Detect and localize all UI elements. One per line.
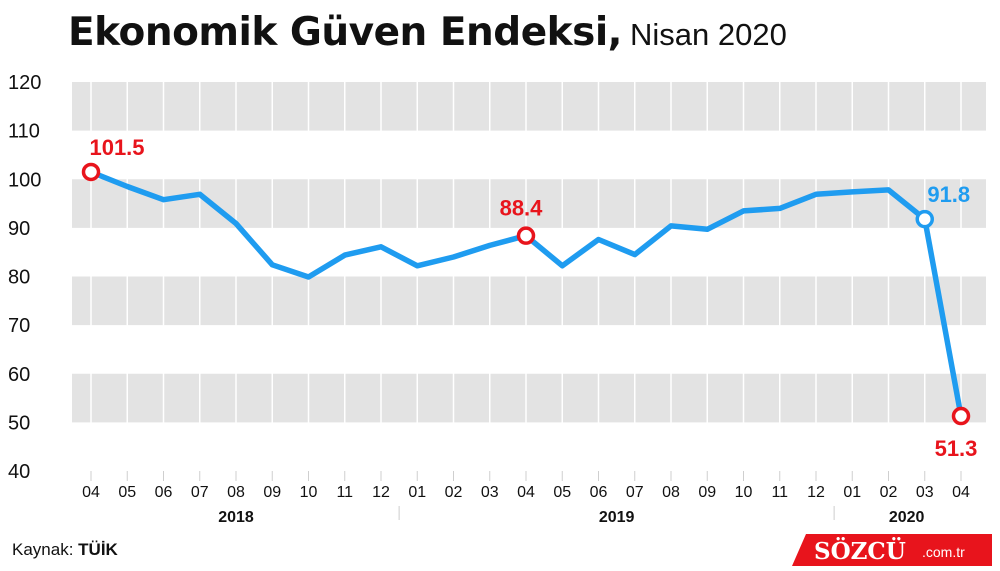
data-label: 51.3 [935, 436, 978, 461]
x-tick-label: 10 [300, 484, 318, 501]
data-point-marker [951, 406, 971, 426]
x-tick-label: 02 [445, 484, 463, 501]
brand-logo: SÖZCÜ .com.tr [792, 534, 992, 566]
x-tick-label: 05 [118, 484, 136, 501]
y-tick-label: 100 [8, 169, 41, 191]
x-tick-label: 04 [82, 484, 100, 501]
year-label: 2020 [889, 509, 925, 526]
y-tick-label: 80 [8, 267, 30, 289]
data-label: 88.4 [500, 196, 544, 221]
x-tick-label: 12 [807, 484, 825, 501]
x-tick-label: 07 [626, 484, 644, 501]
brand-logo-name: SÖZCÜ [814, 537, 906, 565]
x-tick-label: 01 [408, 484, 426, 501]
source-note: Kaynak: TÜİK [12, 540, 118, 560]
x-tick-label: 06 [590, 484, 608, 501]
chart-title: Ekonomik Güven Endeksi, Nisan 2020 [68, 10, 787, 55]
y-tick-label: 120 [8, 72, 41, 94]
data-point-marker [516, 226, 536, 245]
x-tick-label: 07 [191, 484, 209, 501]
x-tick-label: 01 [843, 484, 861, 501]
x-tick-label: 12 [372, 484, 390, 501]
y-tick-label: 60 [8, 364, 30, 386]
x-tick-label: 11 [771, 484, 788, 501]
x-tick-label: 04 [517, 484, 535, 501]
grid-band [72, 82, 986, 131]
chart-title-sub: Nisan 2020 [630, 17, 787, 52]
data-label: 101.5 [89, 135, 144, 160]
year-label: 2018 [218, 509, 254, 526]
x-tick-label: 08 [662, 484, 680, 501]
grid-band [72, 276, 986, 326]
y-tick-label: 90 [8, 218, 30, 240]
year-label: 2019 [599, 509, 635, 526]
y-tick-label: 70 [8, 315, 30, 337]
x-tick-label: 05 [553, 484, 571, 501]
x-tick-label: 08 [227, 484, 245, 501]
x-tick-label: 03 [916, 484, 934, 501]
data-point-marker [915, 209, 934, 229]
brand-logo-domain: .com.tr [922, 544, 965, 560]
x-tick-label: 03 [481, 484, 499, 501]
x-tick-label: 11 [336, 484, 353, 501]
y-tick-label: 110 [8, 121, 40, 143]
x-tick-label: 04 [952, 484, 970, 501]
chart-title-main: Ekonomik Güven Endeksi, [68, 10, 623, 55]
y-tick-label: 50 [8, 412, 30, 434]
source-label: Kaynak: [12, 540, 74, 559]
grid-band [72, 179, 986, 228]
x-tick-label: 09 [698, 484, 716, 501]
data-label: 91.8 [927, 182, 970, 207]
grid-band [72, 373, 986, 423]
source-value: TÜİK [78, 540, 118, 559]
y-tick-label: 40 [8, 461, 30, 483]
x-tick-label: 06 [155, 484, 173, 501]
x-tick-label: 02 [880, 484, 898, 501]
line-chart: 40 50 60 70 80 90 100 110 120 04 05 06 07 08 09 10 11 12 0… [8, 72, 986, 526]
brand-logo-shape [792, 534, 992, 566]
x-tick-label: 10 [735, 484, 753, 501]
data-point-marker [81, 162, 101, 182]
x-tick-label: 09 [263, 484, 281, 501]
